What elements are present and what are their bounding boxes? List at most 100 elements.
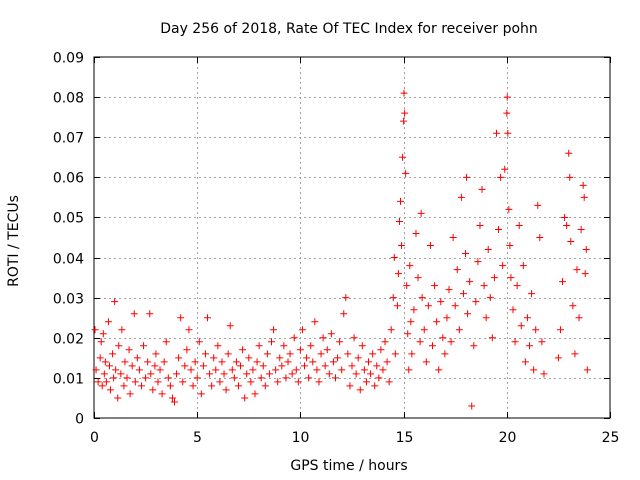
data-point — [400, 89, 408, 97]
data-point — [185, 326, 193, 334]
data-point — [565, 149, 573, 157]
data-point — [253, 358, 261, 366]
data-point — [286, 350, 294, 358]
data-point — [573, 266, 581, 274]
data-point — [183, 346, 191, 354]
data-point — [222, 386, 230, 394]
data-point — [567, 238, 575, 246]
data-point — [414, 274, 422, 282]
data-point — [515, 221, 523, 229]
data-point — [247, 378, 255, 386]
y-tick-label: 0.02 — [53, 332, 84, 348]
data-point — [292, 366, 300, 374]
grid — [94, 57, 610, 418]
data-point — [407, 318, 415, 326]
data-point — [418, 294, 426, 302]
data-point — [424, 302, 432, 310]
y-tick-label: 0.04 — [53, 252, 84, 268]
data-point — [158, 390, 166, 398]
data-point — [210, 354, 218, 362]
data-point — [257, 374, 265, 382]
data-point — [451, 302, 459, 310]
data-point — [435, 366, 443, 374]
data-point — [104, 318, 112, 326]
data-point — [400, 117, 408, 125]
data-point — [389, 294, 397, 302]
data-point — [237, 362, 245, 370]
data-point — [499, 262, 507, 270]
y-axis: 0 0.01 0.02 0.03 0.04 0.05 0.06 0.07 0.08 0.09 — [53, 51, 610, 428]
data-point — [474, 258, 482, 266]
data-point — [327, 330, 335, 338]
data-point — [131, 378, 139, 386]
data-point — [243, 370, 251, 378]
data-point — [317, 350, 325, 358]
data-point — [373, 362, 381, 370]
data-point — [575, 314, 583, 322]
data-point — [263, 350, 271, 358]
data-point — [94, 378, 102, 386]
data-point — [137, 382, 145, 390]
data-point — [156, 366, 164, 374]
data-point — [232, 358, 240, 366]
data-point — [556, 326, 564, 334]
data-point — [459, 290, 467, 298]
x-tick-label: 5 — [193, 430, 202, 446]
data-point — [107, 386, 115, 394]
data-point — [581, 270, 589, 278]
data-point — [130, 310, 138, 318]
data-point — [439, 334, 447, 342]
data-point — [360, 366, 368, 374]
x-tick-label: 10 — [292, 430, 310, 446]
data-point — [385, 378, 393, 386]
data-point — [303, 354, 311, 362]
data-point — [393, 302, 401, 310]
data-point — [497, 173, 505, 181]
chart-title: Day 256 of 2018, Rate Of TEC Index for r… — [160, 21, 538, 37]
data-point — [319, 334, 327, 342]
data-point — [501, 165, 509, 173]
data-point — [191, 358, 199, 366]
data-point — [168, 394, 176, 402]
data-point — [530, 366, 538, 374]
data-point — [296, 346, 304, 354]
data-point — [408, 350, 416, 358]
data-point — [329, 358, 337, 366]
data-point — [152, 350, 160, 358]
data-point — [464, 310, 472, 318]
data-point — [352, 370, 360, 378]
data-point — [120, 382, 128, 390]
data-point — [579, 181, 587, 189]
data-point — [348, 362, 356, 370]
plot-area — [93, 56, 611, 419]
data-point — [399, 153, 407, 161]
data-point — [577, 225, 585, 233]
data-point — [187, 366, 195, 374]
data-point — [503, 93, 511, 101]
data-point — [350, 334, 358, 342]
x-axis-label: GPS time / hours — [290, 458, 407, 474]
data-point — [566, 173, 574, 181]
data-point — [175, 354, 183, 362]
data-point — [561, 213, 569, 221]
data-point — [441, 350, 449, 358]
data-point — [580, 193, 588, 201]
data-point — [437, 298, 445, 306]
data-point — [416, 338, 424, 346]
data-point — [433, 318, 441, 326]
data-point — [112, 366, 120, 374]
data-point — [563, 221, 571, 229]
data-point — [321, 362, 329, 370]
data-point — [311, 318, 319, 326]
data-point — [315, 378, 323, 386]
data-point — [125, 346, 133, 354]
data-point — [121, 358, 129, 366]
data-point — [346, 382, 354, 390]
data-point — [91, 326, 99, 334]
data-point — [270, 326, 278, 334]
data-point — [443, 314, 451, 322]
data-point — [201, 350, 209, 358]
data-point — [142, 374, 150, 382]
data-point — [268, 338, 276, 346]
data-point — [144, 358, 152, 366]
